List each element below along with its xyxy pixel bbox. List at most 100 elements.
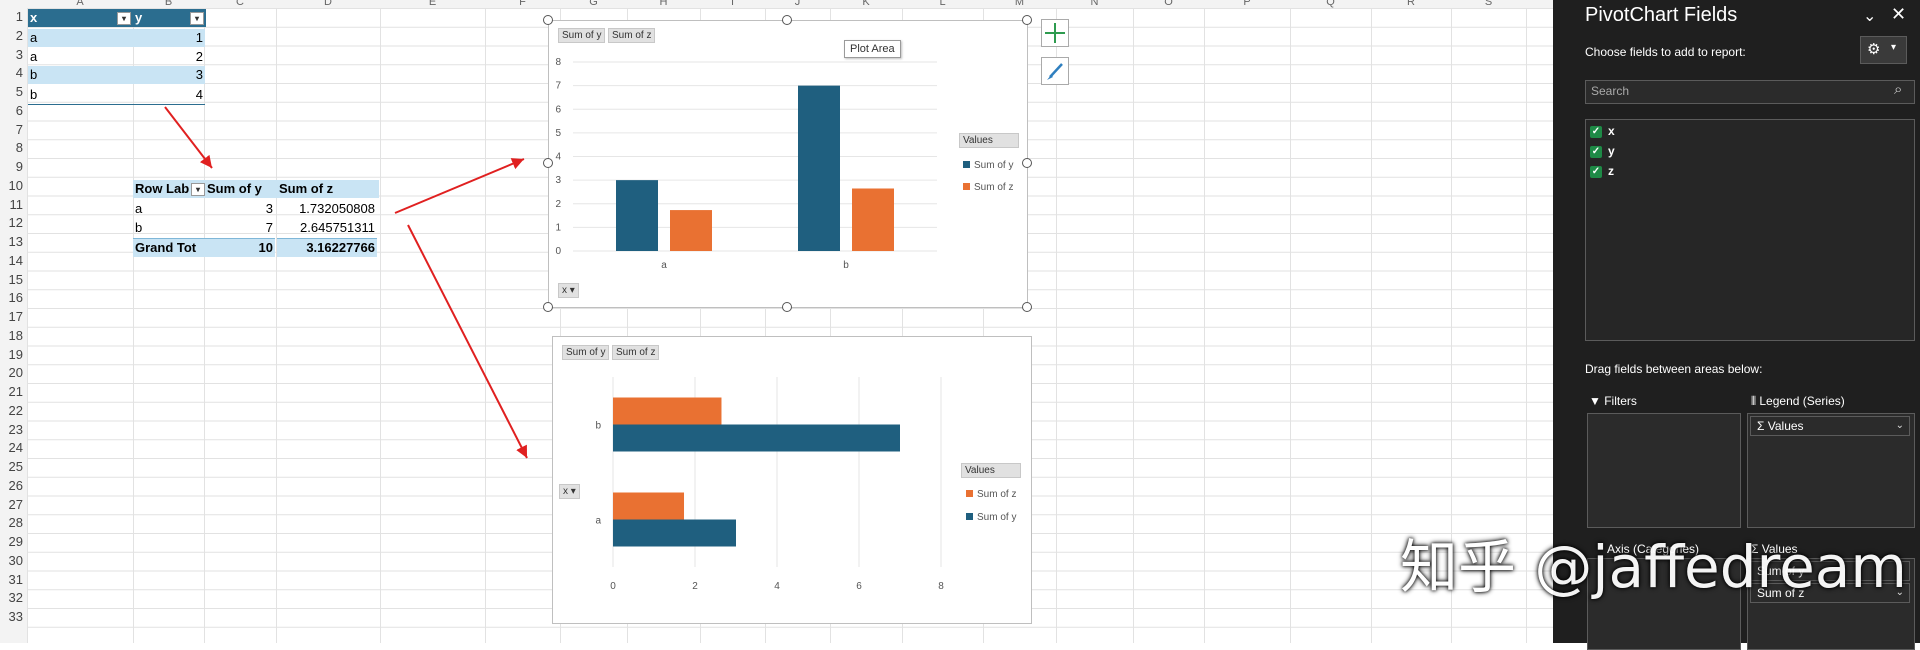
row-number[interactable]: 16 [8,290,23,306]
filter-dropdown-icon[interactable]: ▾ [117,12,131,25]
table-cell[interactable]: b [28,86,135,105]
column-letter[interactable]: C [236,0,244,8]
chart-field-button[interactable]: Sum of z [612,345,660,360]
resize-handle[interactable] [543,158,553,168]
table-cell[interactable]: 1 [133,29,205,47]
row-number[interactable]: 9 [15,159,23,174]
pivot-cell[interactable]: 3 [265,201,273,216]
row-number[interactable]: 29 [8,534,23,549]
row-number[interactable]: 1 [15,9,23,24]
pivot-cell[interactable]: 7 [265,220,273,235]
pivot-cell[interactable]: b [135,220,143,235]
column-letter[interactable]: E [428,0,437,8]
pivot-chart-bar[interactable]: Sum of y Sum of z 0 2 4 6 8 a b Sum of z Sum of … [552,336,1032,624]
filter-dropdown-icon[interactable]: ▾ [191,183,205,196]
field-item-z[interactable]: ✓ z [1590,164,1614,178]
column-letter[interactable]: I [730,0,735,8]
resize-handle[interactable] [1022,302,1032,312]
search-icon[interactable]: ⌕ [1894,81,1903,98]
row-number[interactable]: 6 [15,102,23,118]
column-letter[interactable]: H [659,0,668,8]
row-number[interactable]: 23 [8,421,23,437]
pane-settings-button[interactable]: ⚙ ▾ [1860,36,1907,64]
row-number[interactable]: 15 [8,271,23,287]
values-item-pill[interactable]: Sum of z ⌄ [1750,583,1910,603]
row-number[interactable]: 32 [8,590,23,606]
resize-handle[interactable] [543,302,553,312]
filter-dropdown-icon[interactable]: ▾ [190,12,204,25]
resize-handle[interactable] [782,15,792,25]
row-number[interactable]: 27 [8,496,23,512]
column-letter[interactable]: Q [1326,0,1335,8]
values-item-pill[interactable]: Sum of y ⌄ [1750,561,1910,581]
table-cell[interactable]: a [28,29,135,47]
row-number[interactable]: 13 [8,234,23,249]
column-letter[interactable]: F [519,0,526,8]
checkbox-checked-icon[interactable]: ✓ [1590,145,1602,158]
row-number[interactable]: 26 [8,477,23,493]
pivot-grand-total-y[interactable]: 10 [205,238,275,257]
pivot-cell[interactable]: 2.645751311 [300,220,375,235]
column-letter[interactable]: R [1407,0,1415,8]
row-number[interactable]: 11 [9,196,24,212]
chart-elements-button[interactable] [1041,19,1069,47]
pivot-cell[interactable]: a [135,201,143,216]
column-letter[interactable]: N [1090,0,1099,8]
chart-styles-button[interactable] [1041,57,1069,85]
chart-field-button[interactable]: Sum of y [562,345,610,360]
chart-field-button[interactable]: Sum of y [558,28,606,43]
column-letter[interactable]: B [164,0,173,8]
checkbox-checked-icon[interactable]: ✓ [1590,125,1602,138]
row-number[interactable]: 3 [15,46,23,62]
row-number[interactable]: 8 [15,140,23,156]
column-letter[interactable]: G [589,0,598,8]
row-number[interactable]: 31 [8,571,23,587]
table-cell[interactable]: b [28,66,135,84]
row-number[interactable]: 19 [8,346,23,362]
row-number[interactable]: 10 [8,177,23,193]
pivot-header-sum-z[interactable]: Sum of z [277,180,379,198]
pivot-cell[interactable]: 1.732050808 [299,201,375,216]
spreadsheet-area[interactable]: ABCDEFGHIJKLMNOPQRST 1234567891011121314… [0,0,1553,643]
resize-handle[interactable] [1022,15,1032,25]
column-letter[interactable]: J [794,0,801,8]
row-number[interactable]: 24 [8,440,23,456]
column-letter[interactable]: S [1484,0,1493,8]
table-cell[interactable]: 2 [195,49,203,64]
axis-field-button[interactable]: x ▾ [559,484,580,499]
row-number[interactable]: 12 [8,215,23,231]
pivot-header-sum-y[interactable]: Sum of y [205,180,278,198]
field-item-y[interactable]: ✓ y [1590,144,1615,158]
row-number[interactable]: 28 [8,515,23,531]
column-letter[interactable]: M [1014,0,1025,8]
table-header-x[interactable]: x ▾ [28,9,133,27]
row-number[interactable]: 30 [8,552,23,568]
row-number[interactable]: 7 [15,121,23,137]
checkbox-checked-icon[interactable]: ✓ [1590,165,1602,178]
filters-drop-area[interactable] [1587,413,1741,528]
axis-field-button[interactable]: x ▾ [558,283,579,298]
row-number[interactable]: 4 [15,65,23,81]
search-input[interactable]: Search ⌕ [1585,80,1915,104]
field-item-x[interactable]: ✓ x [1590,124,1615,138]
close-icon[interactable]: ✕ [1891,4,1907,24]
row-number[interactable]: 20 [8,365,23,381]
row-number[interactable]: 21 [8,384,23,399]
chart-field-button[interactable]: Sum of z [608,28,656,43]
collapse-chevron-icon[interactable]: ⌄ [1863,8,1877,25]
legend-values-pill[interactable]: Σ Values ⌄ [1750,416,1910,436]
row-number[interactable]: 22 [8,402,23,418]
column-letter[interactable]: P [1243,0,1251,8]
column-letter[interactable]: K [862,0,870,8]
pivot-chart-column[interactable]: Sum of y Sum of z Plot Area 0 1 2 3 4 5 6 7 8 a b S… [548,20,1028,308]
row-number[interactable]: 14 [8,252,23,268]
row-number[interactable]: 18 [8,327,23,343]
column-letter[interactable]: D [324,0,332,8]
table-cell[interactable]: a [30,49,38,64]
resize-handle[interactable] [543,15,553,25]
column-letter[interactable]: L [939,0,946,8]
table-cell[interactable]: 3 [133,66,205,84]
table-cell[interactable]: 4 [133,86,205,105]
row-number[interactable]: 33 [8,609,23,624]
